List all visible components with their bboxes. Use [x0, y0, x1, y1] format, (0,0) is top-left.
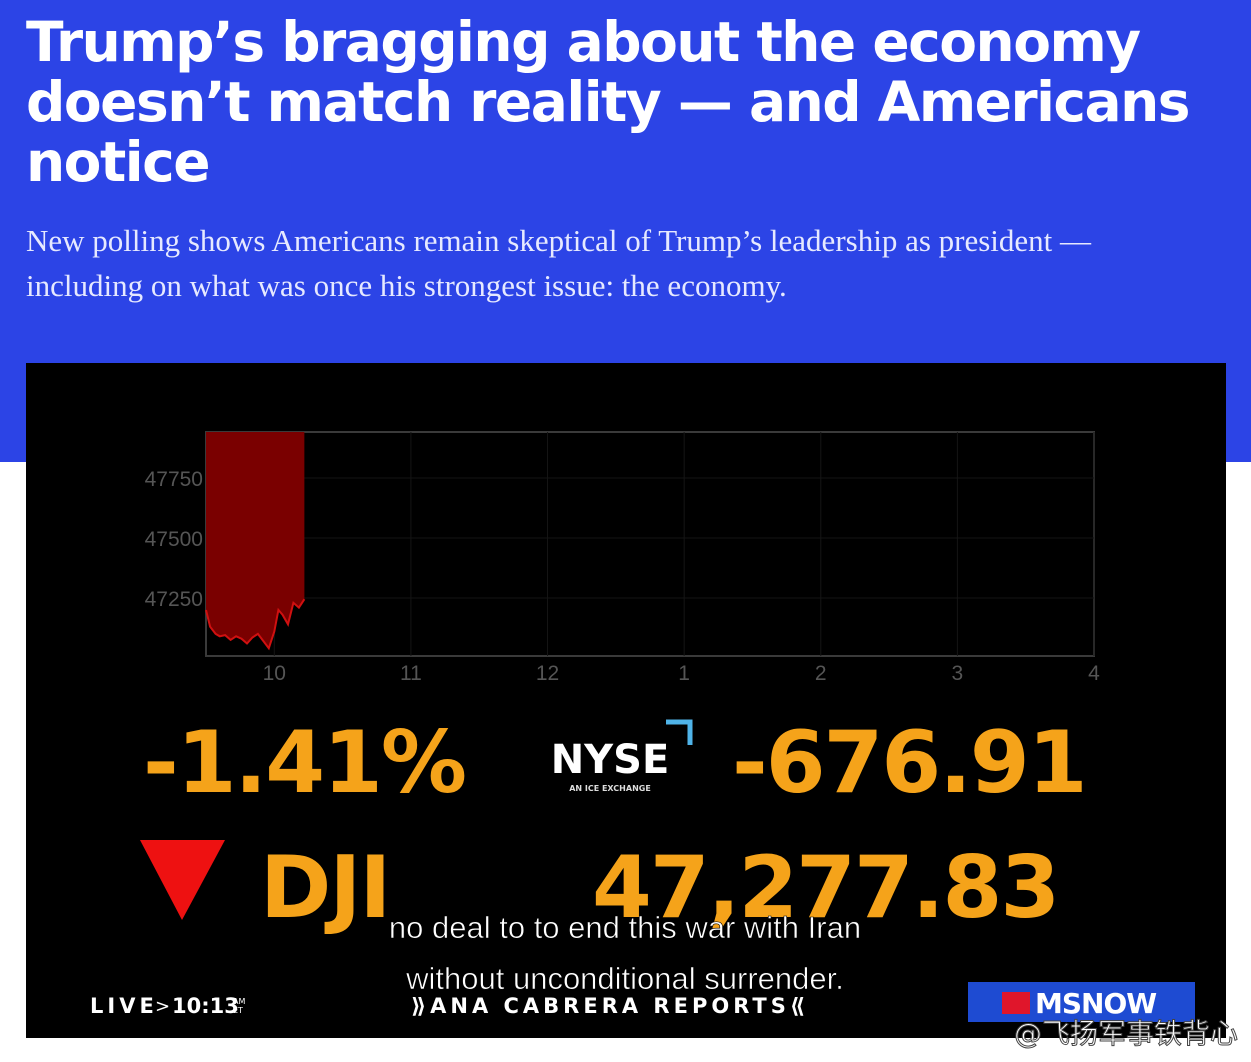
line [205, 598, 306, 651]
x-tick-label: 2 [815, 662, 827, 685]
caption: without unconditional surrender. [405, 961, 844, 996]
x-tick-label: 1 [678, 662, 690, 685]
y-tick-label: 47750 [145, 468, 203, 491]
point-change: -676.91 [732, 713, 1086, 813]
x-tick-label: 10 [263, 662, 286, 685]
show-name: ⟫ANA CABRERA REPORTS⟪ [411, 994, 809, 1018]
live-sep: > [155, 996, 170, 1017]
x-tick-label: 4 [1088, 662, 1100, 685]
time: 10:13 [172, 994, 239, 1018]
area [206, 432, 305, 649]
network-logo: MSNOW [1035, 987, 1157, 1020]
index-level: 47,277.83 [592, 838, 1058, 938]
exchange-tag: AN ICE EXCHANGE [569, 784, 651, 793]
time-am: AM [233, 997, 245, 1006]
article-subtitle: New polling shows Americans remain skept… [26, 223, 1092, 258]
article-subtitle: including on what was once his strongest… [26, 268, 787, 303]
watermark: @飞扬军事铁背心 [1014, 1017, 1238, 1050]
y-tick-label: 47500 [145, 528, 203, 551]
x-tick-label: 3 [952, 662, 964, 685]
percent-change: -1.41% [143, 713, 465, 813]
time-zone: ET [233, 1006, 243, 1015]
article-title: notice [26, 130, 209, 194]
exchange-logo: NYSE [551, 737, 670, 783]
down-arrow [140, 840, 225, 920]
x-tick-label: 11 [400, 662, 422, 685]
network-mark [1002, 992, 1030, 1014]
y-tick-label: 47250 [145, 588, 203, 611]
article-title: Trump’s bragging about the economy [26, 10, 1140, 74]
article-title: doesn’t match reality — and Americans [26, 70, 1189, 134]
x-tick-label: 12 [536, 662, 559, 685]
caption: no deal to to end this war with Iran [389, 910, 861, 945]
live-label: LIVE [90, 994, 158, 1018]
index-name: DJI [260, 838, 389, 938]
nyse-corner [666, 719, 693, 745]
